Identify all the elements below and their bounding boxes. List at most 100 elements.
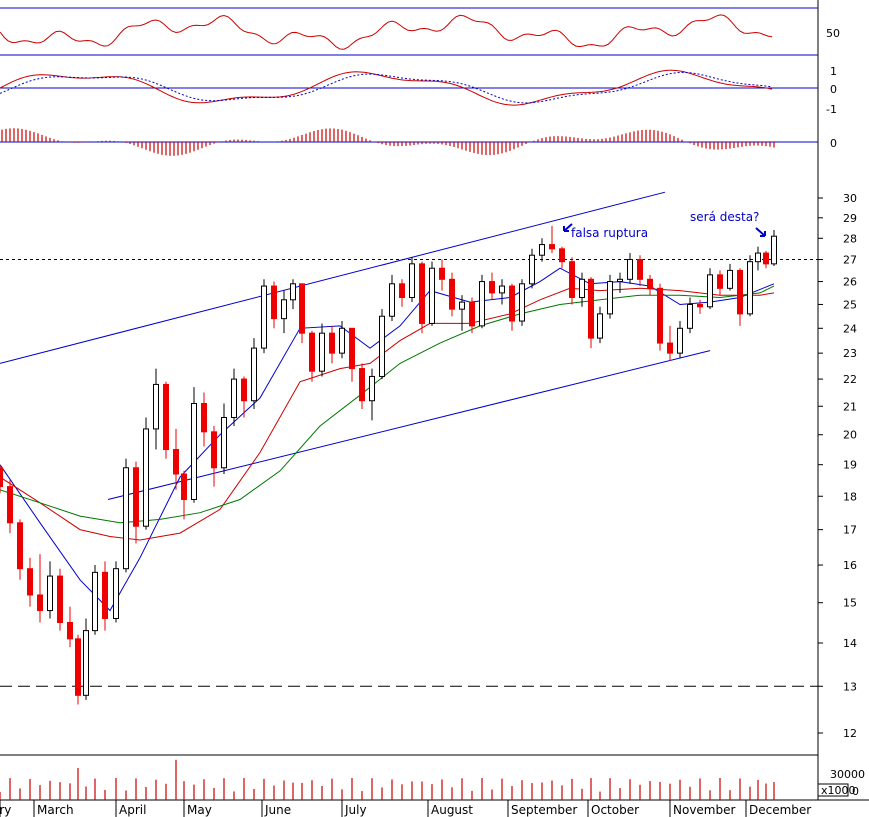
candle-body [707, 274, 713, 308]
rsi-panel: 50 [0, 7, 840, 56]
candle-body [349, 327, 355, 370]
candle-body [647, 278, 653, 289]
channel-lower-line [107, 350, 711, 500]
candle-body [569, 261, 575, 298]
candle-body [369, 375, 375, 402]
candle-body [449, 278, 455, 310]
candle-body [763, 252, 769, 265]
month-label: March [37, 803, 74, 817]
month-label: July [344, 803, 367, 817]
macd-tick-label: 1 [830, 65, 837, 78]
candle-body [113, 568, 119, 619]
candle-body [123, 467, 129, 570]
price-tick-label: 27 [843, 254, 857, 267]
candle-body [241, 378, 247, 402]
candle-body [271, 285, 277, 320]
candle-body [499, 285, 505, 294]
candle-body [579, 278, 585, 298]
annotation-arrow-icon [755, 227, 766, 237]
month-label: November [673, 803, 735, 817]
price-tick-label: 12 [843, 727, 857, 740]
candle-body [339, 327, 345, 354]
price-panel [0, 191, 818, 705]
candle-body [727, 269, 733, 289]
candle-body [509, 285, 515, 322]
candle-body [755, 252, 761, 263]
macd-panel: 1 0 -1 [0, 65, 837, 116]
candle-body [539, 244, 545, 256]
price-tick-label: 18 [843, 490, 857, 503]
month-label: April [119, 803, 146, 817]
candle-body [549, 244, 555, 250]
candle-body [559, 248, 565, 263]
candle-body [667, 342, 673, 354]
candle-body [191, 402, 197, 501]
annotation-text-2: será desta? [690, 210, 759, 224]
channel-upper-line [0, 191, 666, 364]
annotation-sera-desta: será desta? [690, 210, 766, 237]
candle-body [290, 283, 296, 301]
candle-body [281, 299, 287, 320]
price-tick-label: 22 [843, 373, 857, 386]
volume-multiplier-box [817, 783, 849, 797]
candle-body [597, 313, 603, 339]
price-tick-label: 14 [843, 637, 857, 650]
candle-body [637, 259, 643, 280]
candle-body [37, 594, 43, 612]
candle-body [92, 571, 98, 632]
candle-body [57, 575, 63, 624]
volume-zero-label: 0 [852, 785, 859, 798]
price-tick-label: 28 [843, 232, 857, 245]
candle-body [143, 428, 149, 527]
month-label: September [511, 803, 577, 817]
macd-signal-line [0, 71, 773, 104]
candle-body [163, 383, 169, 451]
candle-body [319, 332, 325, 372]
rsi-tick-label: 50 [826, 27, 840, 40]
volume-tick-label: 30000 [830, 768, 865, 781]
candle-body [489, 281, 495, 294]
macd-tick-label: -1 [826, 103, 837, 116]
month-label: October [591, 803, 639, 817]
candle-body [607, 281, 613, 315]
candle-body [47, 575, 53, 612]
price-tick-label: 20 [843, 429, 857, 442]
candle-body [102, 571, 108, 619]
candle-body [173, 449, 179, 475]
candle-body [251, 347, 257, 402]
price-tick-label: 30 [843, 192, 857, 205]
candle-body [261, 285, 267, 349]
candle-body [201, 402, 207, 433]
volume-multiplier-label: x1000 [821, 784, 856, 797]
month-label: ary [0, 803, 11, 817]
month-axis: ary March April May June July August September O… [0, 800, 811, 817]
candle-body [479, 281, 485, 327]
candle-body [27, 568, 33, 596]
price-tick-label: 16 [843, 559, 857, 572]
candle-body [697, 303, 703, 308]
candle-body [617, 278, 623, 283]
candle-body [75, 638, 81, 696]
candle-body [717, 274, 723, 289]
month-label: August [431, 803, 473, 817]
candle-body [771, 235, 777, 265]
candle-body [657, 287, 663, 344]
candle-body [299, 283, 305, 334]
histogram-panel: 0 [0, 128, 837, 156]
price-tick-label: 13 [843, 680, 857, 693]
candle-body [133, 467, 139, 527]
candle-body [359, 368, 365, 402]
candle-body [309, 332, 315, 372]
candle-body [459, 301, 465, 310]
annotation-falsa-ruptura: falsa ruptura [563, 223, 648, 240]
price-tick-label: 15 [843, 597, 857, 610]
candle-body [153, 383, 159, 430]
price-tick-label: 19 [843, 459, 857, 472]
candle-body [379, 315, 385, 377]
price-tick-label: 29 [843, 212, 857, 225]
candle-body [409, 263, 415, 298]
price-tick-label: 25 [843, 298, 857, 311]
candle-body [221, 416, 227, 469]
